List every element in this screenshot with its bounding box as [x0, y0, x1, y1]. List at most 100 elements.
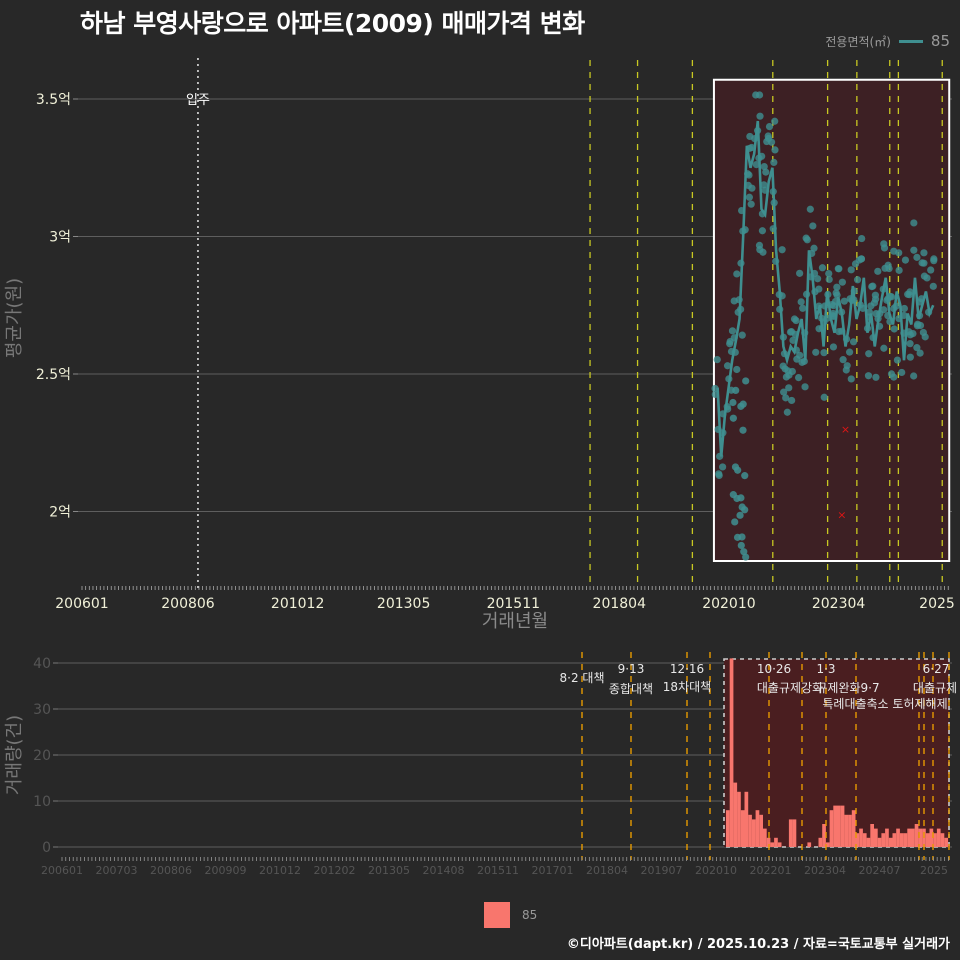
data-point	[868, 283, 875, 290]
volume-bar	[907, 829, 911, 847]
policy-annotation: 대출규제	[913, 681, 957, 695]
data-point	[785, 384, 792, 391]
data-point	[820, 349, 827, 356]
data-point	[738, 542, 745, 549]
data-point	[865, 350, 872, 357]
volume-bar	[841, 806, 845, 847]
volume-bar	[807, 842, 811, 847]
data-point	[902, 257, 909, 264]
data-point	[729, 399, 736, 406]
volume-bar	[737, 792, 741, 847]
data-point	[891, 325, 898, 332]
data-point	[888, 370, 895, 377]
data-point	[742, 377, 749, 384]
y-axis-label: 평균가(원)	[4, 278, 25, 358]
data-point	[762, 169, 769, 176]
x-tick-label: 200601	[55, 596, 108, 612]
data-point	[840, 356, 847, 363]
x-tick-label: 2025	[919, 596, 955, 612]
data-point	[742, 553, 749, 560]
data-point	[731, 518, 738, 525]
volume-bar	[900, 833, 904, 847]
data-point	[793, 317, 800, 324]
volume-bar	[748, 815, 752, 847]
data-point	[895, 249, 902, 256]
data-point	[740, 401, 747, 408]
data-point	[770, 159, 777, 166]
data-point	[923, 274, 930, 281]
x-tick-label: 202304	[812, 596, 866, 612]
data-point	[927, 266, 934, 273]
data-point	[920, 249, 927, 256]
volume-bar	[759, 815, 763, 847]
data-point	[858, 255, 865, 262]
x-tick-label: 202304	[804, 864, 846, 877]
policy-annotation: 1·3	[816, 662, 835, 676]
volume-bar	[848, 815, 852, 847]
x-tick-label: 201202	[314, 864, 356, 877]
x-tick-label: 201804	[586, 864, 628, 877]
data-point	[874, 268, 881, 275]
outlier-x-icon: ×	[837, 508, 846, 521]
data-point	[810, 245, 817, 252]
volume-bar	[833, 806, 837, 847]
volume-bar	[870, 824, 874, 847]
volume-bar	[896, 829, 900, 847]
data-point	[714, 356, 721, 363]
volume-bar	[756, 810, 760, 847]
x-tick-label: 200806	[150, 864, 192, 877]
x-tick-label: 201511	[477, 864, 519, 877]
policy-annotation: 18차대책	[663, 679, 711, 694]
data-point	[825, 270, 832, 277]
data-point	[848, 375, 855, 382]
volume-bar	[852, 810, 856, 847]
data-point	[756, 113, 763, 120]
volume-bar	[830, 810, 834, 847]
data-point	[830, 343, 837, 350]
x-tick-label: 202407	[859, 864, 901, 877]
data-point	[848, 266, 855, 273]
data-point	[734, 534, 741, 541]
y-tick-label: 3.5억	[36, 92, 71, 108]
x-tick-label: 200909	[205, 864, 247, 877]
data-point	[796, 352, 803, 359]
data-point	[736, 512, 743, 519]
x-tick-label: 201701	[532, 864, 574, 877]
data-point	[910, 219, 917, 226]
data-point	[768, 139, 775, 146]
data-point	[789, 368, 796, 375]
volume-bar	[863, 833, 867, 847]
x-tick-label: 201907	[641, 864, 683, 877]
volume-bar	[867, 838, 871, 847]
y-tick-label: 40	[33, 656, 51, 672]
volume-bar	[741, 810, 745, 847]
y-tick-label: 3억	[49, 230, 71, 246]
data-point	[909, 330, 916, 337]
data-point	[732, 387, 739, 394]
data-point	[746, 194, 753, 201]
x-tick-label: 201804	[593, 596, 647, 612]
data-point	[885, 265, 892, 272]
volume-bar	[763, 829, 767, 847]
volume-bar	[881, 833, 885, 847]
data-point	[759, 249, 766, 256]
volume-bar	[933, 833, 937, 847]
data-point	[910, 372, 917, 379]
outlier-x-icon: ×	[841, 423, 850, 436]
data-point	[807, 206, 814, 213]
data-point	[843, 366, 850, 373]
move-in-label: 입주	[186, 93, 210, 108]
volume-bar	[937, 829, 941, 847]
data-point	[798, 298, 805, 305]
data-point	[821, 394, 828, 401]
x-tick-label: 200703	[96, 864, 138, 877]
x-tick-label: 201305	[368, 864, 410, 877]
data-point	[835, 265, 842, 272]
data-point	[748, 185, 755, 192]
data-point	[881, 244, 888, 251]
data-point	[719, 463, 726, 470]
volume-bar	[874, 829, 878, 847]
data-point	[854, 276, 861, 283]
data-point	[913, 254, 920, 261]
volume-bar	[893, 833, 897, 847]
